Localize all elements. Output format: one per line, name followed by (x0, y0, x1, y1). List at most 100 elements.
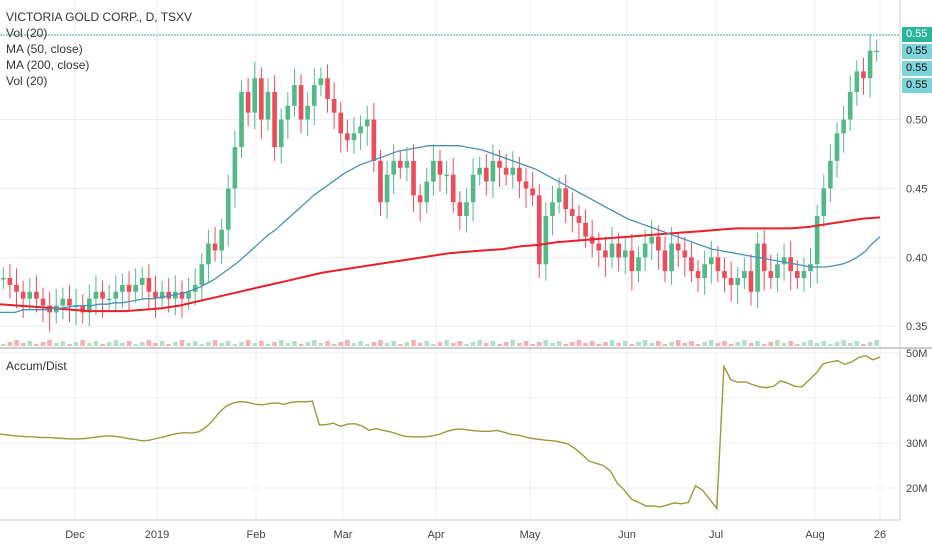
candle-body (285, 105, 291, 120)
volume-bar (761, 344, 767, 346)
volume-bar (814, 343, 820, 346)
volume-bar (596, 344, 602, 346)
volume-bar (629, 344, 635, 346)
candle-body (371, 119, 377, 161)
volume-bar (292, 341, 297, 346)
candle-body (603, 250, 608, 258)
candle-body (179, 291, 185, 299)
volume-bar (841, 340, 846, 346)
volume-bar (689, 341, 694, 346)
candle-body (775, 264, 780, 278)
volume-bar (636, 342, 641, 346)
candle-body (808, 264, 813, 272)
candle-body (20, 291, 26, 299)
candle-body (186, 291, 191, 299)
volume-bar (536, 342, 542, 346)
candle-body (0, 278, 6, 280)
volume-bar (437, 342, 443, 346)
volume-bar (517, 343, 522, 346)
accum-axis: 20M 30M 40M 50M (906, 348, 927, 495)
candle-body (364, 119, 370, 127)
candle-body (708, 257, 714, 265)
candle-body (768, 271, 774, 278)
candle-body (536, 195, 542, 265)
legend-accum-dist[interactable]: Accum/Dist (6, 359, 67, 373)
volume-bar (106, 342, 112, 346)
candle-body (206, 243, 211, 265)
volume-bar (417, 343, 423, 346)
volume-bar (503, 342, 509, 346)
candle-body (113, 291, 119, 299)
accum-tick-label: 40M (906, 393, 927, 405)
legend-ma200[interactable]: MA (200, close) (6, 58, 90, 72)
candle-body (345, 133, 350, 141)
time-tick-label: Jun (618, 529, 636, 541)
volume-bar (173, 342, 178, 346)
chart-title: VICTORIA GOLD CORP., D, TSXV (6, 10, 193, 24)
legend-vol-2[interactable]: Vol (20) (6, 74, 48, 88)
accum-tick-label: 30M (906, 438, 927, 450)
volume-bar (450, 343, 456, 346)
volume-bar (616, 343, 621, 346)
volume-bar (424, 341, 430, 346)
volume-bar (153, 343, 158, 346)
candle-body (629, 250, 635, 272)
candle-body (722, 271, 727, 278)
candle-body (834, 133, 840, 161)
volume-bar (728, 344, 734, 346)
candle-body (503, 167, 509, 175)
candle-body (80, 305, 86, 313)
candle-body (278, 119, 284, 148)
candle-body (814, 216, 820, 265)
volume-bar (788, 341, 793, 346)
volume-bar (14, 340, 19, 346)
volume-bar (708, 340, 714, 346)
volume-bar (622, 341, 628, 346)
candle-body (642, 243, 648, 258)
volume-bar (27, 341, 33, 346)
candle-body (570, 209, 575, 216)
volume-bar (245, 340, 251, 346)
volume-bar (60, 341, 66, 346)
volume-bar (391, 341, 396, 346)
volume-bar (742, 340, 747, 346)
candle-body (378, 160, 383, 203)
price-axis: 0.35 0.40 0.45 0.50 (906, 115, 927, 334)
candle-body (384, 174, 390, 203)
candle-body (464, 202, 469, 216)
volume-bar (755, 341, 760, 346)
price-tick-label: 0.50 (906, 115, 927, 127)
volume-bar (431, 344, 436, 346)
volume-bar (298, 344, 304, 346)
volume-bar (589, 341, 595, 346)
candle-body (318, 78, 324, 86)
candle-body (225, 188, 231, 230)
candle-body (821, 188, 827, 216)
candle-body (497, 160, 502, 168)
volume-bar (656, 341, 661, 346)
volume-bar (272, 342, 277, 346)
volume-bar (457, 341, 463, 346)
volume-bar (364, 344, 370, 346)
volume-bar (570, 342, 575, 346)
candle-body (93, 291, 99, 299)
volume-bar (159, 341, 165, 346)
candle-body (755, 243, 760, 292)
volume-bar (219, 343, 224, 346)
legend-ma50[interactable]: MA (50, close) (6, 42, 83, 56)
volume-bar (397, 344, 403, 346)
price-tag-vol: 0.55 (902, 44, 932, 59)
candle-body (60, 298, 66, 306)
candle-body (867, 50, 873, 79)
legend-vol[interactable]: Vol (20) (6, 26, 48, 40)
volume-bar (768, 342, 774, 346)
candle-body (689, 257, 694, 272)
volume-bar (146, 340, 152, 346)
time-tick-label: May (520, 529, 541, 541)
candle-body (411, 160, 416, 196)
candle-body (311, 85, 317, 106)
candle-body (431, 160, 436, 182)
candle-body (397, 160, 403, 168)
candle-body (153, 291, 158, 299)
